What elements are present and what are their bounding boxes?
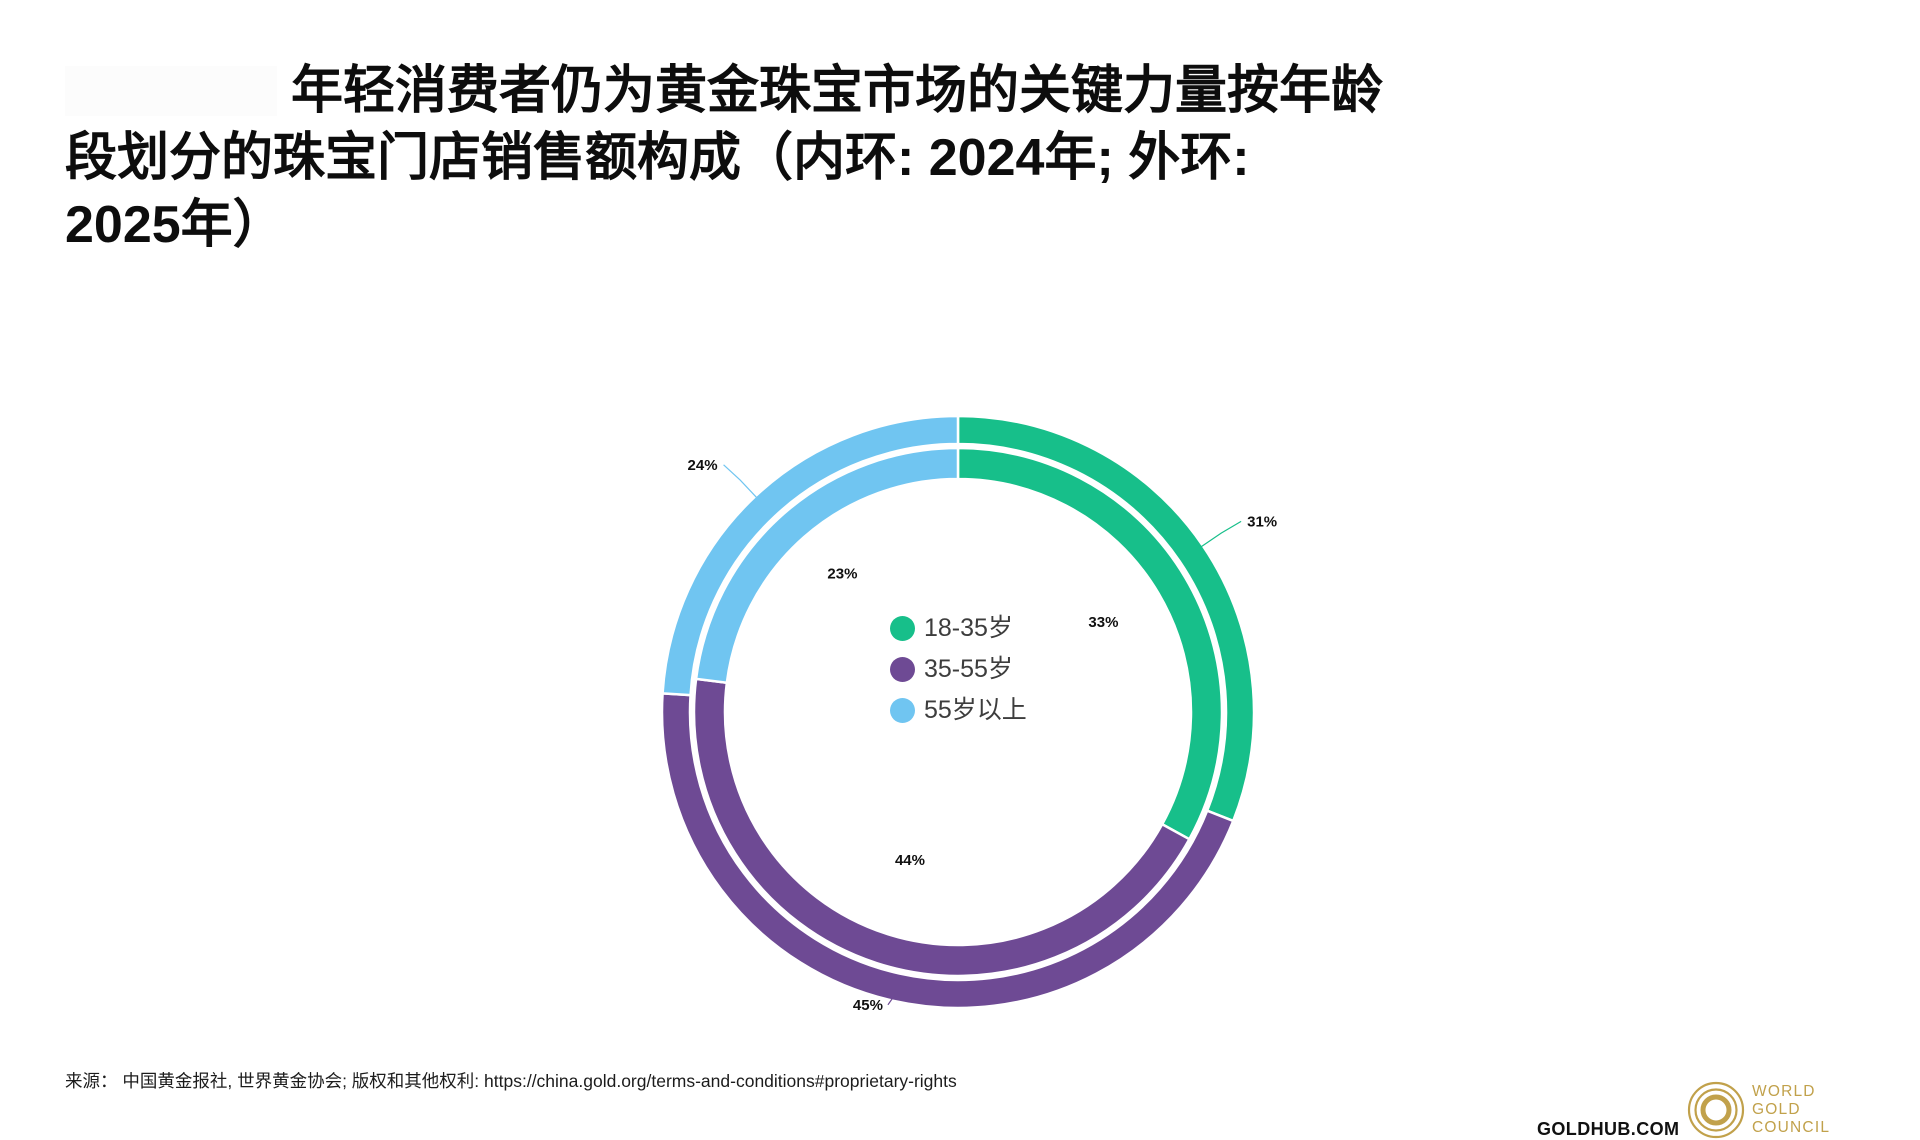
- donut-chart: 31% 45% 24% 33% 44% 23%: [660, 414, 1277, 1014]
- label-leader-line: [723, 464, 759, 500]
- legend-label-18-35: 18-35岁: [924, 614, 1013, 642]
- legend-item-35-55: 35-55岁: [890, 657, 1027, 682]
- legend-swatch-35-55: [890, 657, 915, 682]
- legend-item-55plus: 55岁以上: [890, 698, 1027, 723]
- title-line-1: 年轻消费者仍为黄金珠宝市场的关键力量按年龄: [65, 58, 1565, 125]
- label-leader-line: [887, 994, 896, 1006]
- pct-label-2024年-55岁以上: 23%: [827, 566, 857, 583]
- chart-title: 年轻消费者仍为黄金珠宝市场的关键力量按年龄 段划分的珠宝门店销售额构成（内环: …: [65, 58, 1565, 259]
- slice-2024年-55岁以上[interactable]: [694, 446, 960, 685]
- wgc-logo-line-1: WORLD: [1752, 1083, 1816, 1100]
- wgc-logo-text: WORLD GOLD COUNCIL: [1752, 1083, 1830, 1137]
- legend-swatch-55plus: [890, 698, 915, 723]
- goldhub-link[interactable]: GOLDHUB.COM: [1537, 1119, 1680, 1139]
- legend-item-18-35: 18-35岁: [890, 616, 1027, 641]
- label-leader-line: [1198, 520, 1242, 549]
- pct-label-2025年-35-55岁: 45%: [853, 997, 883, 1014]
- pct-label-2025年-55岁以上: 24%: [688, 457, 718, 474]
- pct-label-2024年-35-55岁: 44%: [895, 852, 925, 869]
- title-line-3: 2025年）: [65, 196, 285, 254]
- redacted-label-box: [65, 66, 277, 116]
- wgc-logo-line-3: COUNCIL: [1752, 1119, 1831, 1136]
- wgc-logo-icon: [1687, 1081, 1745, 1139]
- title-line-2: 段划分的珠宝门店销售额构成（内环: 2024年; 外环:: [65, 129, 1250, 187]
- pct-label-2025年-18-35岁: 31%: [1247, 514, 1277, 531]
- legend-label-55plus: 55岁以上: [924, 696, 1027, 724]
- title-text-1: 年轻消费者仍为黄金珠宝市场的关键力量按年龄: [291, 62, 1384, 120]
- wgc-logo-line-2: GOLD: [1752, 1101, 1801, 1118]
- chart-legend: 18-35岁 35-55岁 55岁以上: [890, 616, 1027, 739]
- legend-swatch-18-35: [890, 616, 915, 641]
- source-text: 来源： 中国黄金报社, 世界黄金协会; 版权和其他权利: https://chi…: [65, 1071, 957, 1091]
- legend-label-35-55: 35-55岁: [924, 655, 1013, 683]
- pct-label-2024年-18-35岁: 33%: [1088, 614, 1118, 631]
- slice-2025年-55岁以上[interactable]: [661, 414, 960, 697]
